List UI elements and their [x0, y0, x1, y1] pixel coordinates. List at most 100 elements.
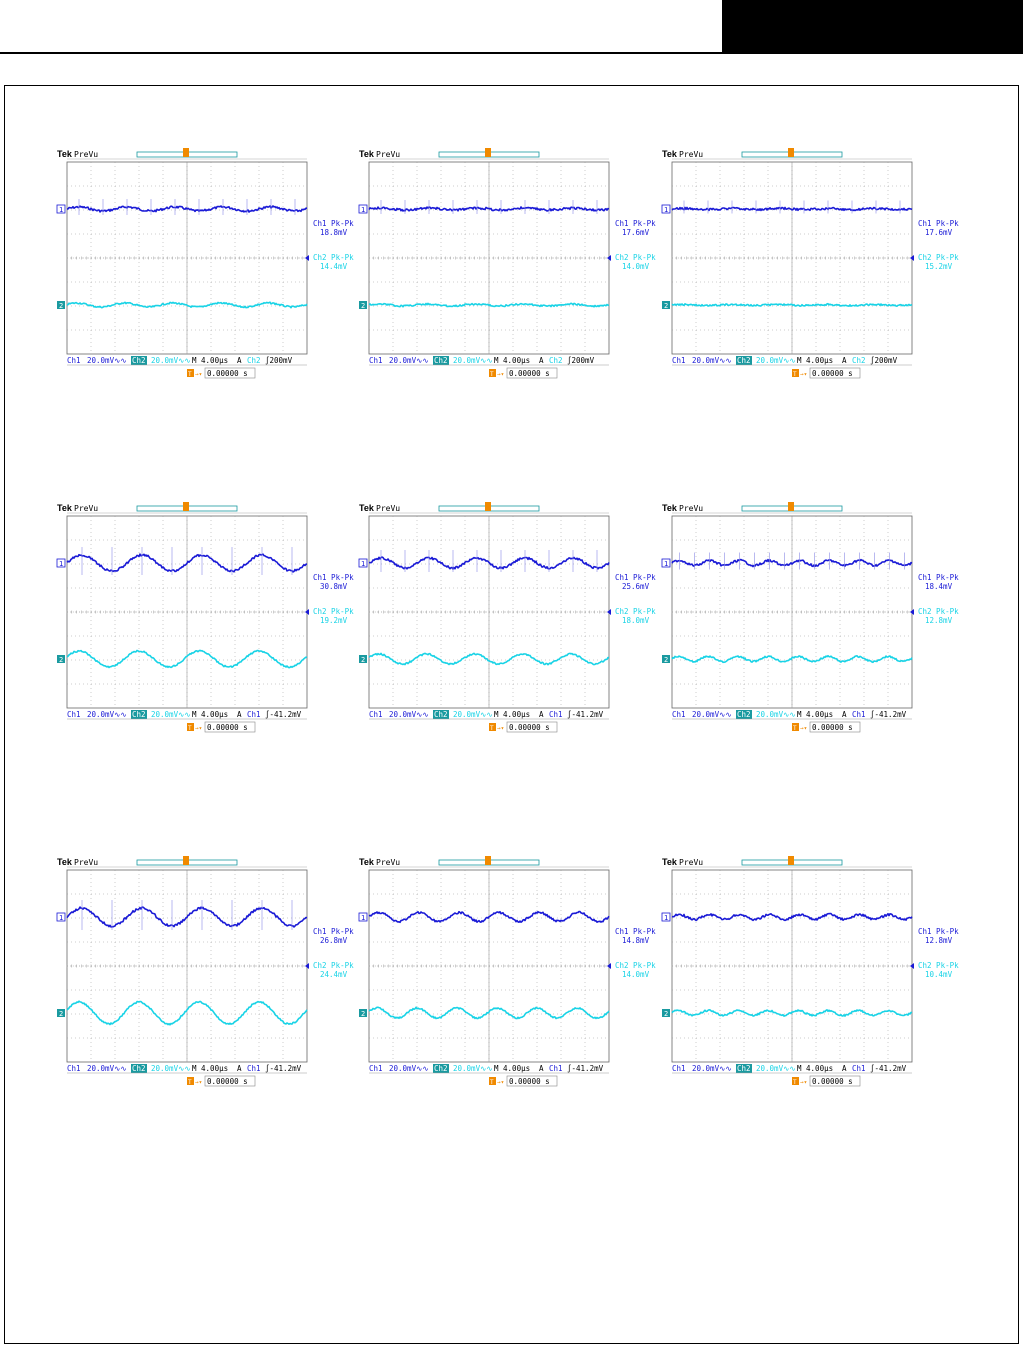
ch1-ground-label: 1 [361, 560, 365, 568]
ch2-ground-marker [57, 301, 65, 309]
trigger-position-marker [183, 856, 189, 865]
ch2-ground-marker [359, 1009, 367, 1017]
trigger-level-arrow [910, 255, 914, 261]
ch1-ground-label: 1 [59, 206, 63, 214]
ch1-pkpk-label: Ch1 Pk-Pk [313, 927, 354, 936]
readout-box [204, 367, 256, 379]
readout-box [809, 1075, 861, 1087]
brand-label: Tek [359, 857, 375, 867]
ch1-waveform [66, 906, 308, 928]
ch1-waveform [66, 553, 308, 573]
readout-trigger-icon-label: T [490, 371, 494, 378]
footer-ch2-label: Ch2 [132, 1064, 146, 1073]
ch1-ground-label: 1 [59, 914, 63, 922]
ch2-ground-marker [662, 1009, 670, 1017]
footer-ch1-label: Ch1 [369, 1064, 383, 1073]
mode-label: PreVu [74, 504, 98, 513]
ch1-pkpk-value: 17.6mV [925, 228, 953, 237]
ch1-ground-marker [661, 558, 671, 568]
readout-trigger-icon-label: T [490, 1079, 494, 1086]
ch1-pkpk-value: 26.8mV [320, 936, 348, 945]
ch1-waveform [368, 206, 610, 212]
ch1-pkpk-label: Ch1 Pk-Pk [615, 927, 656, 936]
footer-timebase: M 4.00µs [192, 1064, 228, 1073]
footer-acq-mode: A [237, 1064, 242, 1073]
header-black-tab [722, 0, 1023, 52]
trigger-level-arrow [607, 609, 611, 615]
trigger-position-marker [183, 502, 189, 511]
header-rule [0, 52, 1023, 54]
ch2-waveform [671, 1009, 913, 1017]
readout-trigger-icon-label: T [793, 725, 797, 732]
footer-ch2-scale: 20.0mV∿∿ [151, 356, 191, 365]
footer-acq-mode: A [237, 356, 242, 365]
ch1-pkpk-label: Ch1 Pk-Pk [313, 219, 354, 228]
ch2-pkpk-label: Ch2 Pk-Pk [313, 961, 354, 970]
footer-ch2-label: Ch2 [132, 710, 146, 719]
ch1-pkpk-value: 25.6mV [622, 582, 650, 591]
ch1-pkpk-value: 18.8mV [320, 228, 348, 237]
readout-trigger-icon [792, 369, 799, 377]
ch1-waveform [671, 206, 913, 212]
ch2-waveform [66, 1000, 308, 1026]
ch1-waveform [671, 912, 913, 922]
footer-trigger-source: Ch1 [247, 1064, 261, 1073]
readout-trigger-icon-label: T [793, 1079, 797, 1086]
ch2-pkpk-label: Ch2 Pk-Pk [918, 961, 959, 970]
ch1-pkpk-label: Ch1 Pk-Pk [615, 219, 656, 228]
mode-label: PreVu [74, 858, 98, 867]
trigger-level-arrow [910, 963, 914, 969]
footer-ch2-badge [131, 710, 147, 719]
ch2-pkpk-value: 19.2mV [320, 616, 348, 625]
ch2-pkpk-label: Ch2 Pk-Pk [615, 607, 656, 616]
ch1-pkpk-label: Ch1 Pk-Pk [615, 573, 656, 582]
footer-acq-mode: A [539, 356, 544, 365]
footer-trigger-level: ∫-41.2mV [265, 1064, 302, 1073]
footer-ch2-scale: 20.0mV∿∿ [453, 710, 493, 719]
footer-ch1-label: Ch1 [369, 356, 383, 365]
footer-ch1-label: Ch1 [672, 356, 686, 365]
trigger-position-marker [788, 502, 794, 511]
footer-timebase: M 4.00µs [494, 710, 530, 719]
footer-ch2-scale: 20.0mV∿∿ [151, 1064, 191, 1073]
mode-label: PreVu [74, 150, 98, 159]
ch2-ground-marker [359, 301, 367, 309]
ch1-ground-label: 1 [664, 560, 668, 568]
ch2-pkpk-value: 15.2mV [925, 262, 953, 271]
footer-ch2-label: Ch2 [737, 1064, 751, 1073]
readout-trigger-icon-label: T [188, 371, 192, 378]
ch2-waveform [368, 652, 610, 666]
footer-trigger-source: Ch1 [247, 710, 261, 719]
footer-ch1-scale: 20.0mV∿∿ [87, 356, 127, 365]
ch2-ground-label: 2 [361, 302, 365, 310]
ch1-waveform [671, 558, 913, 568]
mode-label: PreVu [679, 150, 703, 159]
ch2-pkpk-value: 18.0mV [622, 616, 650, 625]
footer-timebase: M 4.00µs [797, 356, 833, 365]
ch2-pkpk-value: 14.0mV [622, 970, 650, 979]
footer-trigger-source: Ch1 [549, 1064, 563, 1073]
footer-acq-mode: A [842, 1064, 847, 1073]
footer-ch1-scale: 20.0mV∿∿ [389, 1064, 429, 1073]
footer-ch2-scale: 20.0mV∿∿ [756, 1064, 796, 1073]
ch1-ground-marker [661, 204, 671, 214]
ch2-ground-marker [57, 655, 65, 663]
ch1-ground-marker [56, 912, 66, 922]
mode-label: PreVu [679, 858, 703, 867]
footer-trigger-source: Ch1 [852, 1064, 866, 1073]
footer-ch1-scale: 20.0mV∿∿ [389, 356, 429, 365]
footer-ch1-label: Ch1 [672, 710, 686, 719]
ch2-pkpk-value: 12.8mV [925, 616, 953, 625]
footer-trigger-level: ∫-41.2mV [567, 710, 604, 719]
ch1-waveform [66, 205, 307, 213]
mode-label: PreVu [679, 504, 703, 513]
trigger-level-arrow [305, 255, 309, 261]
